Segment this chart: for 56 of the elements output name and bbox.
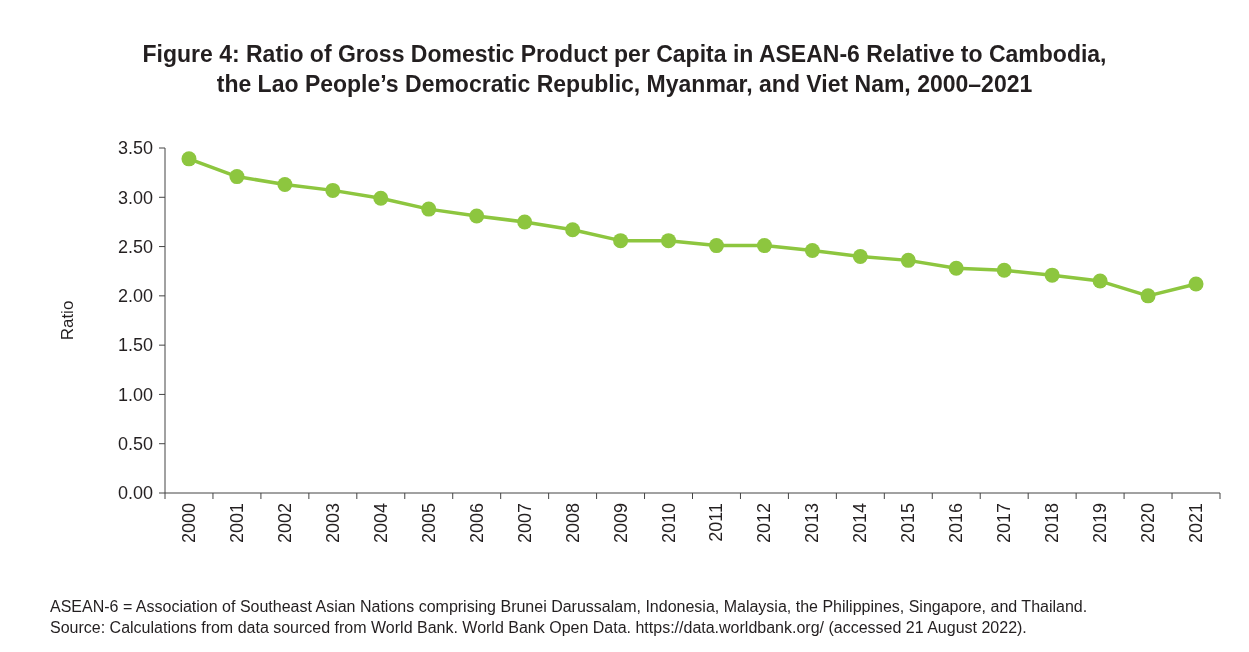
point xyxy=(661,233,677,249)
y-tick-label: 2.50 xyxy=(117,236,153,257)
x-tick-label: 2000 xyxy=(178,503,199,544)
y-tick-label: 1.00 xyxy=(117,384,153,405)
y-tick-label: 0.00 xyxy=(117,483,153,504)
y-tick-label: 2.00 xyxy=(117,286,153,307)
x-tick-label: 2001 xyxy=(226,503,247,544)
point xyxy=(469,208,485,224)
y-tick-label: 3.00 xyxy=(117,187,153,208)
point xyxy=(804,243,820,259)
point xyxy=(277,176,293,192)
x-tick-label: 2015 xyxy=(898,503,919,544)
point xyxy=(517,214,533,230)
x-tick-label: 2008 xyxy=(562,503,583,544)
text: ASEAN-6 = Association of Southeast Asian Nations comprising Brunei Darussalam, Indonesia, Malaysia, the Philippines, Singapore, and Thailand. xyxy=(50,598,1088,615)
point xyxy=(325,182,341,198)
x-tick-label: 2013 xyxy=(802,503,823,544)
source-note: Source: Calculations from data sourced from World Bank. World Bank Open Data. https://data.worldbank.org/ (accessed 21 August 2022). xyxy=(50,619,1027,636)
x-tick-label: 2005 xyxy=(418,503,439,544)
x-tick-label: 2018 xyxy=(1042,503,1063,544)
x-tick-label: 2003 xyxy=(322,503,343,544)
point xyxy=(756,238,772,254)
point xyxy=(421,201,437,217)
y-axis-title: Ratio xyxy=(58,300,77,341)
x-tick-label: 2020 xyxy=(1138,503,1159,544)
point xyxy=(948,260,964,276)
point xyxy=(1044,267,1060,283)
x-tick-label: 2009 xyxy=(610,503,631,544)
y-tick-label: 0.50 xyxy=(117,434,153,455)
point xyxy=(996,262,1012,278)
point xyxy=(1092,273,1108,289)
x-tick-label: 2012 xyxy=(754,503,775,544)
chart-title: Figure 4: Ratio of Gross Domestic Product per Capita in ASEAN-6 Relative to Cambodia, the Lao People’s Democratic Republic, Myanmar, and Viet Nam, 2000–2021 xyxy=(142,41,1107,97)
x-tick-label: 2016 xyxy=(946,503,967,544)
point xyxy=(852,248,868,264)
point xyxy=(613,233,629,249)
y-tick-label: 3.50 xyxy=(117,138,153,159)
x-tick-label: 2017 xyxy=(994,503,1015,544)
point xyxy=(565,222,581,238)
point xyxy=(181,151,197,167)
x-tick-label: 2014 xyxy=(850,503,871,544)
y-tick-label: 1.50 xyxy=(117,335,153,356)
x-tick-label: 2010 xyxy=(658,503,679,544)
point xyxy=(1188,276,1204,292)
x-tick-label: 2021 xyxy=(1186,503,1207,544)
point xyxy=(373,190,389,206)
x-tick-label: 2011 xyxy=(706,503,727,542)
point xyxy=(900,252,916,268)
x-tick-label: 2007 xyxy=(514,503,535,544)
x-tick-label: 2006 xyxy=(466,503,487,544)
point xyxy=(229,169,245,185)
x-tick-label: 2004 xyxy=(370,503,391,544)
x-tick-label: 2019 xyxy=(1090,503,1111,544)
x-tick-label: 2002 xyxy=(274,503,295,544)
point xyxy=(1140,288,1156,304)
point xyxy=(708,238,724,254)
